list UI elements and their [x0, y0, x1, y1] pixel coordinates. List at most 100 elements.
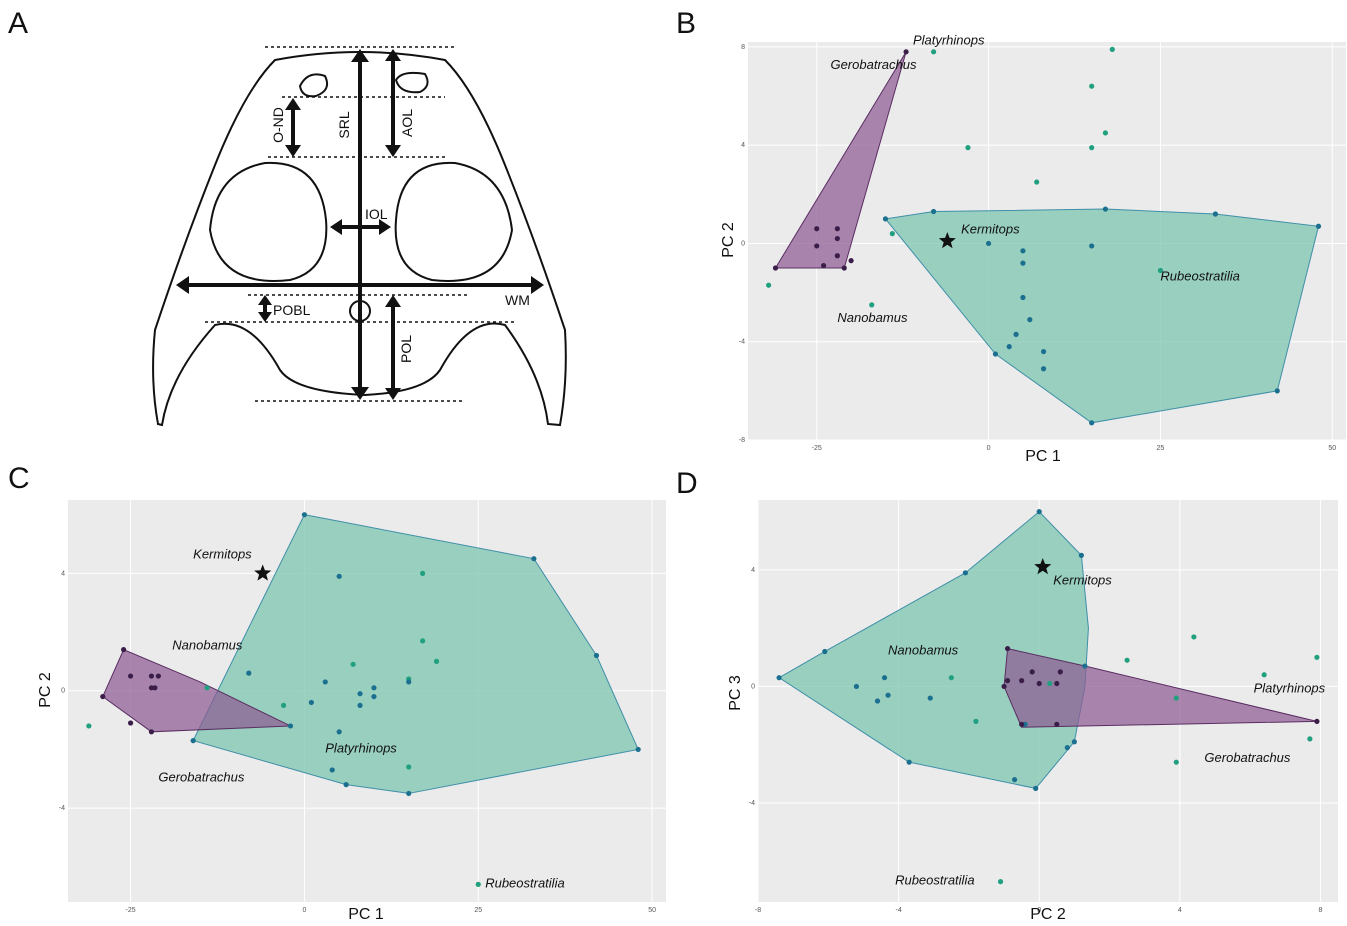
data-point-group2 [985, 240, 992, 247]
data-point-group2 [635, 746, 641, 753]
data-point-group2 [1033, 785, 1039, 791]
pca-plot-c: -25 0 25 50 4 0 -4 Kermitops Nanobamus Platyrhino… [37, 500, 666, 923]
data-point-group2 [371, 685, 377, 691]
data-point-group2 [1020, 248, 1026, 254]
taxon-label: Nanobamus [888, 642, 959, 657]
data-point-group2 [1036, 509, 1042, 515]
taxon-label: Platyrhinops [1254, 680, 1326, 695]
x-tick-label: 50 [1328, 445, 1336, 452]
data-point-group2 [1047, 680, 1053, 687]
data-point-group2 [406, 764, 412, 770]
data-point-group1 [772, 265, 779, 271]
data-point-group2 [1173, 759, 1179, 765]
naris-left [298, 73, 329, 98]
data-point-group2 [1027, 317, 1033, 323]
data-point-group2 [776, 675, 782, 681]
x-tick-label: 4 [1178, 907, 1182, 914]
data-point-group2 [433, 658, 440, 664]
y-axis-title: PC 3 [727, 675, 744, 711]
data-point-group1 [1029, 669, 1035, 675]
x-axis-title: PC 2 [1030, 906, 1066, 923]
data-point-group1 [148, 673, 155, 679]
label-pol: POL [398, 335, 414, 363]
data-point-group2 [336, 573, 342, 579]
data-point-group2 [1020, 260, 1026, 266]
taxon-label: Platyrhinops [325, 740, 397, 755]
data-point-group2 [1173, 695, 1179, 701]
data-point-group2 [1191, 634, 1197, 640]
convex-hull-group2 [192, 514, 639, 794]
data-point-group2 [973, 718, 979, 724]
convex-hull-group1 [1003, 647, 1318, 728]
data-point-group2 [308, 699, 314, 706]
data-point-group2 [343, 782, 349, 788]
data-point-group2 [1102, 206, 1109, 212]
x-tick-label: -25 [812, 445, 822, 452]
data-point-group2 [962, 570, 968, 576]
data-point-group1 [814, 243, 820, 249]
data-point-group2 [874, 698, 881, 704]
y-tick-label: 4 [751, 567, 755, 574]
data-point-group2 [204, 685, 210, 691]
x-tick-label: 0 [302, 907, 306, 914]
data-point-group1 [1314, 718, 1320, 724]
y-axis-title: PC 2 [720, 222, 737, 258]
data-point-group2 [1089, 83, 1095, 89]
data-point-group1 [1057, 669, 1063, 675]
data-point-group1 [121, 647, 127, 653]
data-point-group2 [906, 759, 912, 765]
data-point-group1 [148, 729, 155, 735]
data-point-group2 [1071, 739, 1077, 745]
data-point-group1 [152, 685, 158, 691]
data-point-group1 [834, 226, 840, 232]
data-point-group2 [1064, 745, 1070, 751]
convex-hull-group1 [102, 648, 291, 733]
taxon-label: Rubeostratilia [895, 873, 975, 888]
data-point-group1 [1019, 721, 1025, 727]
kermitops-star-marker [938, 232, 956, 249]
data-point-group1 [834, 235, 840, 242]
data-point-group2 [853, 683, 860, 690]
data-point-group2 [246, 670, 252, 676]
data-point-group2 [869, 302, 875, 308]
data-point-group2 [322, 679, 328, 685]
convex-hull-group2 [778, 510, 1089, 789]
data-point-group1 [814, 226, 820, 232]
data-point-group2 [1020, 294, 1026, 301]
data-point-group2 [1102, 130, 1109, 136]
y-tick-label: 4 [741, 142, 745, 149]
data-point-group2 [766, 282, 772, 288]
data-point-group1 [1004, 645, 1011, 652]
orbit-left [208, 161, 328, 282]
data-point-group2 [301, 512, 308, 518]
data-point-group2 [406, 679, 412, 685]
y-tick-label: 8 [741, 44, 745, 51]
x-axis-title: PC 1 [1025, 448, 1061, 465]
data-point-group2 [357, 702, 363, 709]
data-point-group2 [882, 216, 889, 222]
y-tick-label: -8 [739, 437, 745, 444]
pca-plot-d: -8 -4 0 4 8 4 0 -4 Kermitops Nanobamus Platyrhinop… [727, 500, 1338, 923]
y-axis-title: PC 2 [37, 672, 54, 708]
taxon-label: Kermitops [1053, 572, 1112, 587]
label-o-nd: O-ND [270, 107, 286, 143]
label-aol: AOL [399, 109, 415, 137]
label-srl: SRL [336, 111, 352, 138]
panel-letter-c: C [8, 462, 30, 495]
taxon-label: Kermitops [193, 547, 252, 562]
data-point-group2 [948, 675, 954, 681]
data-point-group2 [1315, 223, 1322, 229]
data-point-group2 [1082, 663, 1088, 669]
data-point-group1 [155, 673, 161, 679]
data-point-group2 [86, 723, 92, 729]
data-point-group2 [1307, 736, 1313, 742]
data-point-group2 [190, 738, 196, 744]
kermitops-star-marker [1034, 558, 1052, 575]
y-tick-label: -4 [739, 339, 745, 346]
data-point-group2 [371, 693, 377, 700]
data-point-group2 [350, 661, 356, 667]
data-point-group2 [336, 729, 342, 735]
taxon-label: Nanobamus [172, 638, 243, 653]
data-point-group1 [127, 673, 134, 679]
data-point-group1 [1054, 680, 1060, 687]
